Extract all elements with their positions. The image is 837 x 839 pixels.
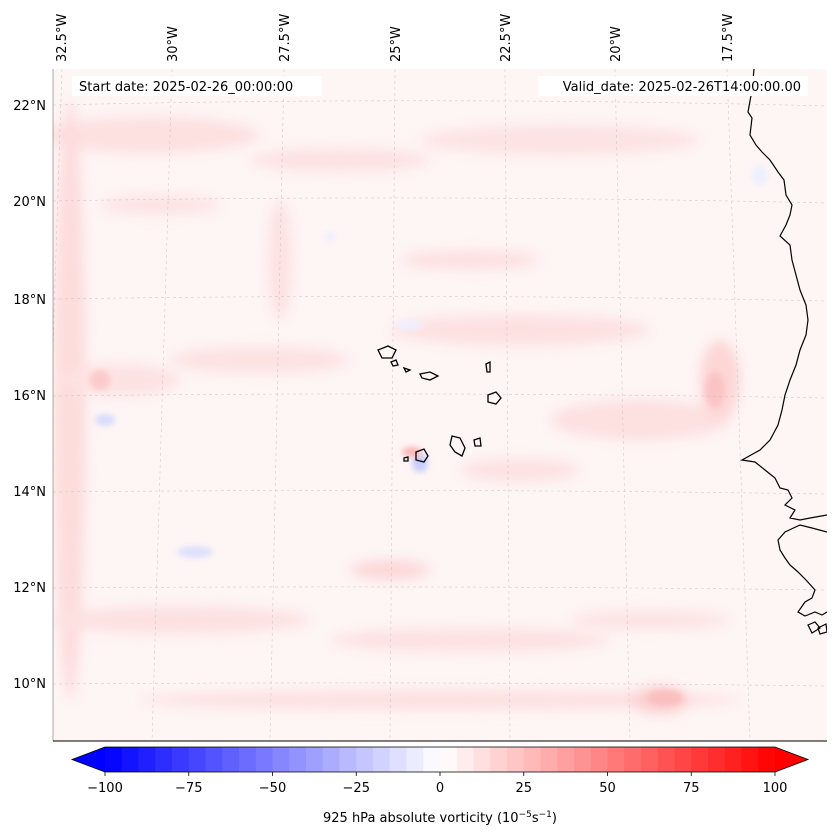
colorbar-bin [507,747,525,772]
negative-vorticity [95,165,768,558]
longitude-label: 20°W [609,26,624,62]
latitude-label: 14°N [13,485,46,500]
colorbar-extend-max [775,747,808,772]
colorbar-tick-label: 25 [515,781,532,796]
colorbar-bin [557,747,575,772]
vorticity-field [53,100,740,714]
colorbar-tick-label: 50 [599,781,616,796]
africa-coastline-islands [807,621,827,635]
latitude-label: 10°N [13,677,46,692]
latitude-label: 16°N [13,389,46,404]
colorbar-bin [306,747,324,772]
colorbar-bin [423,747,441,772]
longitude-label: 25°W [389,26,404,62]
africa-coastline-south [777,524,827,617]
positive-vorticity [90,370,725,706]
colorbar-bin [188,747,206,772]
colorbar-bin [473,747,491,772]
colorbar-bin [490,747,508,772]
latitude-label: 18°N [13,293,46,308]
colorbar-bin [356,747,374,772]
colorbar-bin [523,747,541,772]
latitude-label: 22°N [13,99,46,114]
cape-verde-islands [377,345,502,463]
colorbar-bin [590,747,608,772]
colorbar [70,746,810,773]
colorbar-bin [155,747,173,772]
colorbar-tick-label: 75 [683,781,700,796]
colorbar-extend-min [72,747,105,772]
colorbar-bin [607,747,625,772]
start-date-label: Start date: 2025-02-26_00:00:00 [79,80,293,95]
colorbar-bin [289,747,307,772]
longitude-label: 32.5°W [55,14,70,62]
colorbar-bin [674,747,692,772]
colorbar-bin [172,747,190,772]
colorbar-tick-label: −100 [87,781,123,796]
map-panel [53,69,827,741]
header-start-date-box: Start date: 2025-02-26_00:00:00 [72,76,322,96]
colorbar-bin [758,747,776,772]
longitude-labels: 32.5°W 30°W 27.5°W 25°W 22.5°W 20°W 17.5°W [55,14,736,62]
longitude-label: 30°W [166,26,181,62]
colorbar-bin [121,747,139,772]
colorbar-bin [741,747,759,772]
latitude-label: 20°N [13,195,46,210]
colorbar-bin [339,747,357,772]
colorbar-ticks: −100 −75 −50 −25 0 25 50 75 100 [87,772,787,796]
colorbar-bin [322,747,340,772]
colorbar-bin [205,747,223,772]
africa-coastline [740,69,827,521]
colorbar-tick-label: −75 [175,781,202,796]
latitude-label: 12°N [13,581,46,596]
colorbar-bin [456,747,474,772]
colorbar-label: 925 hPa absolute vorticity (10−5s−1) [323,810,557,826]
longitude-label: 17.5°W [721,14,736,62]
header-valid-date-box: Valid_date: 2025-02-26T14:00:00.00 [538,76,808,96]
colorbar-tick-label: −50 [259,781,286,796]
colorbar-bin [440,747,458,772]
colorbar-tick-label: −25 [343,781,370,796]
colorbar-bin [138,747,156,772]
colorbar-bin [624,747,642,772]
colorbar-bin [389,747,407,772]
colorbar-bin [255,747,273,772]
longitude-label: 22.5°W [499,14,514,62]
colorbar-bin [406,747,424,772]
colorbar-bin [724,747,742,772]
colorbar-bin [105,747,123,772]
gridlines [53,69,827,741]
colorbar-bin [641,747,659,772]
colorbar-bin [708,747,726,772]
map-frame [52,69,827,742]
colorbar-bin [239,747,257,772]
colorbar-tick-label: 100 [763,781,788,796]
colorbar-bin [222,747,240,772]
colorbar-bin [373,747,391,772]
colorbar-tick-label: 0 [436,781,444,796]
colorbar-bin [691,747,709,772]
colorbar-bin [657,747,675,772]
latitude-labels: 22°N 20°N 18°N 16°N 14°N 12°N 10°N [13,99,46,692]
colorbar-bin [540,747,558,772]
colorbar-bin [272,747,290,772]
valid-date-label: Valid_date: 2025-02-26T14:00:00.00 [563,80,801,95]
colorbar-bin [574,747,592,772]
longitude-label: 27.5°W [278,14,293,62]
